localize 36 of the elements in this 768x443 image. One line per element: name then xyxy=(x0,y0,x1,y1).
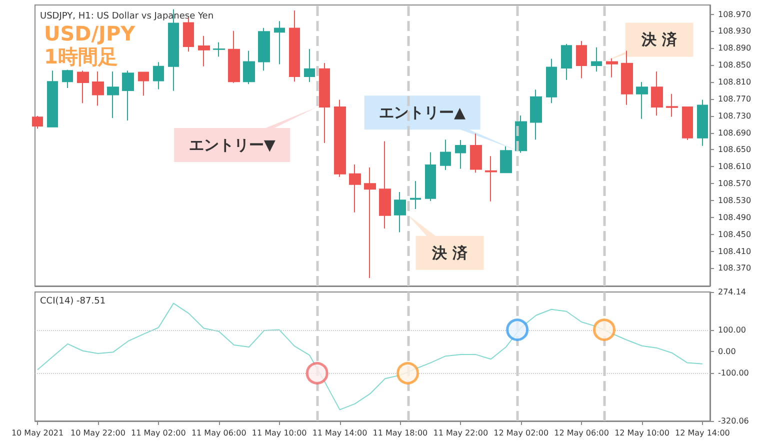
y-tick-label: 108.970 xyxy=(718,10,752,19)
x-tick-label: 11 May 06:00 xyxy=(191,428,246,438)
x-tick-label: 12 May 10:00 xyxy=(614,428,670,438)
y-tick-label: 108.490 xyxy=(718,212,752,222)
x-tick-label: 12 May 02:00 xyxy=(494,428,549,438)
y-tick-label: -320.06 xyxy=(718,416,749,426)
text: CCI(14) -87.51 xyxy=(40,296,106,306)
y-tick-label: 108.530 xyxy=(718,196,752,206)
y-tick-label: 108.930 xyxy=(718,26,752,36)
text: USD/JPY 1時間足 xyxy=(44,22,136,68)
x-tick-label: 11 May 02:00 xyxy=(130,428,186,438)
y-tick-label: 108.770 xyxy=(718,94,752,104)
y-tick-label: 108.610 xyxy=(718,162,752,172)
y-tick-label: 108.890 xyxy=(718,44,752,53)
y-tick-label: 108.370 xyxy=(718,264,752,273)
y-tick-label: 108.450 xyxy=(718,230,752,239)
y-tick-label: 100.00 xyxy=(718,325,746,334)
x-tick-label: 11 May 10:00 xyxy=(252,428,307,438)
x-tick-label: 10 May 2021 xyxy=(11,428,64,438)
y-tick-label: 274.14 xyxy=(718,288,746,296)
y-tick-label: 108.850 xyxy=(718,60,752,70)
x-tick-label: 12 May 14:00 xyxy=(675,428,730,438)
y-tick-label: 0.00 xyxy=(718,347,736,356)
x-tick-label: 11 May 18:00 xyxy=(372,428,428,438)
annotation: 決 済 xyxy=(431,244,468,262)
y-tick-label: -100.00 xyxy=(718,368,749,378)
x-tick-label: 11 May 22:00 xyxy=(433,428,488,438)
y-tick-label: 108.410 xyxy=(718,246,752,256)
x-tick-label: 11 May 14:00 xyxy=(312,428,368,438)
y-tick-label: 108.810 xyxy=(718,78,752,87)
y-tick-label: 108.730 xyxy=(718,111,752,120)
y-tick-label: 108.690 xyxy=(718,128,752,138)
x-tick-label: 10 May 22:00 xyxy=(70,428,126,438)
y-tick-label: 108.650 xyxy=(718,145,752,154)
x-tick-label: 12 May 06:00 xyxy=(554,428,609,438)
y-tick-label: 108.570 xyxy=(718,179,752,188)
